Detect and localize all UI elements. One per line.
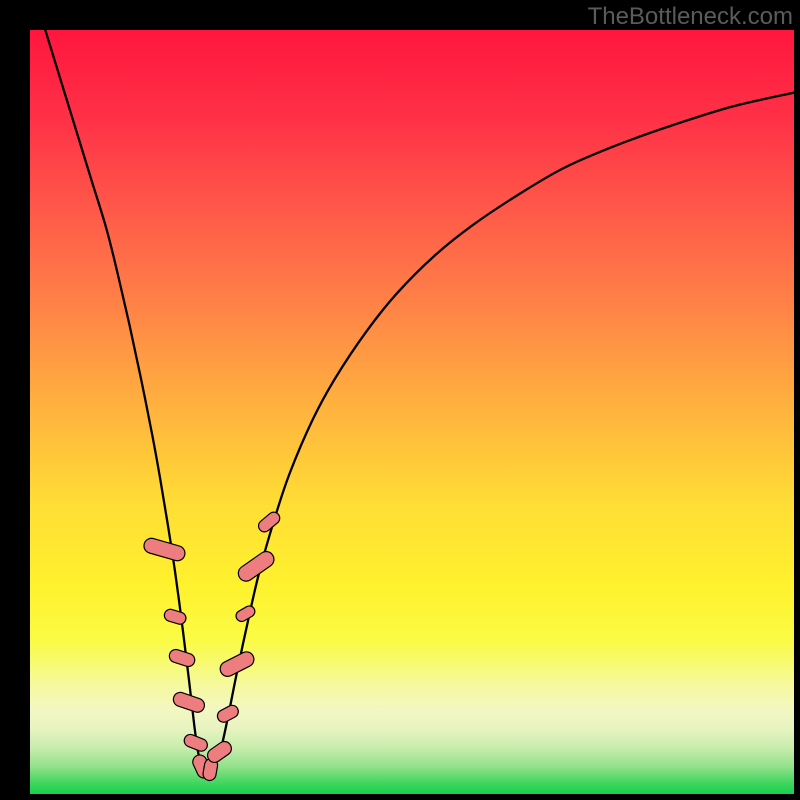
bead-marker <box>163 608 188 626</box>
plot-area <box>30 30 794 794</box>
bead-marker <box>172 690 207 714</box>
bottleneck-curve <box>45 30 794 771</box>
bead-marker <box>234 604 257 624</box>
bead-marker <box>182 733 209 753</box>
bead-marker <box>142 537 187 563</box>
bead-marker <box>215 703 240 724</box>
bead-marker <box>256 510 282 535</box>
bead-marker <box>168 648 197 668</box>
watermark-text: TheBottleneck.com <box>588 3 793 31</box>
curve-layer <box>30 30 794 794</box>
bead-marker <box>235 548 277 584</box>
